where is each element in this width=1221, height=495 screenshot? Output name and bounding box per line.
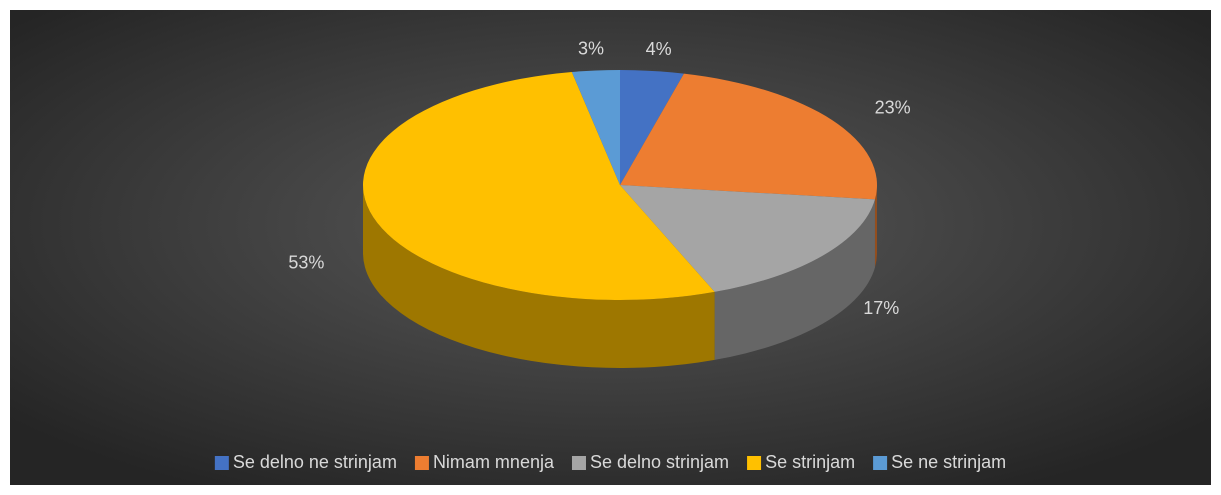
slice-side <box>363 185 715 368</box>
slice-side <box>714 199 875 360</box>
legend-label: Se strinjam <box>765 452 855 472</box>
slice <box>620 185 875 292</box>
legend-label: Se ne strinjam <box>891 452 1006 472</box>
slice <box>620 73 877 200</box>
legend-label: Se delno strinjam <box>590 452 729 472</box>
data-label: 17% <box>863 298 899 318</box>
legend-swatch <box>873 456 888 470</box>
legend-swatch <box>414 456 429 470</box>
data-label: 23% <box>875 97 911 117</box>
data-label: 3% <box>578 39 604 59</box>
legend-label: Nimam mnenja <box>433 452 555 472</box>
legend-swatch <box>747 456 762 470</box>
legend-swatch <box>214 456 229 470</box>
data-label: 53% <box>288 252 324 272</box>
legend-swatch <box>571 456 586 470</box>
slice <box>620 70 684 185</box>
slice-side <box>874 185 877 268</box>
legend-label: Se delno ne strinjam <box>233 452 397 472</box>
slice <box>571 70 620 185</box>
slice <box>362 72 715 301</box>
data-label: 4% <box>646 39 672 59</box>
